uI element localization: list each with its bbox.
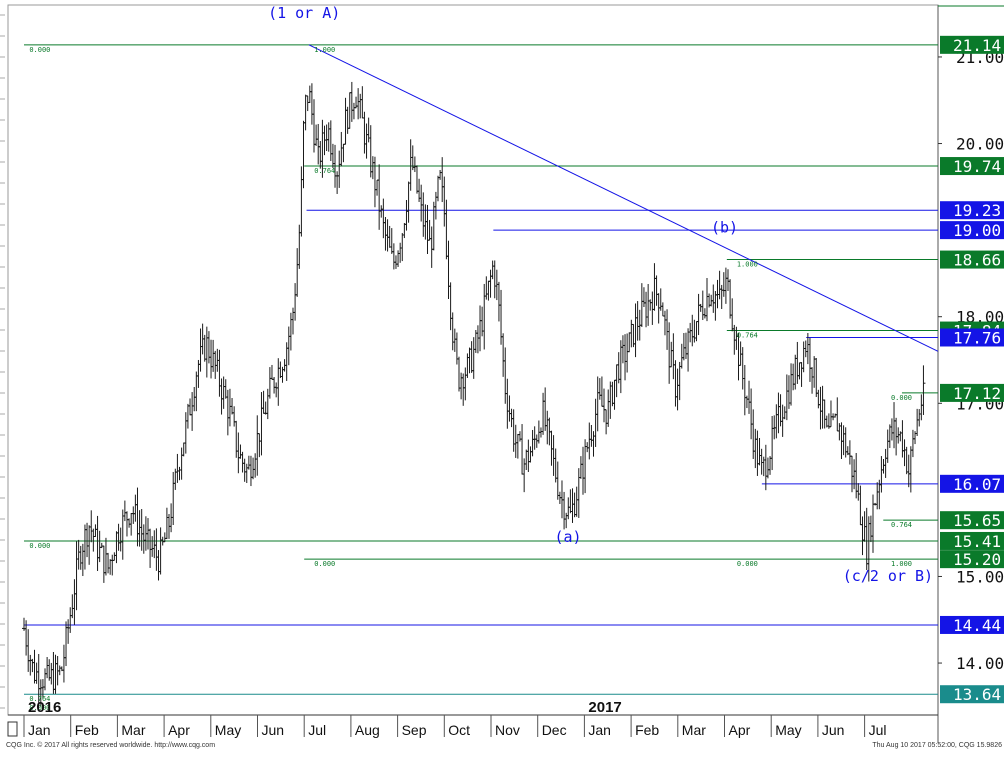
fib-label: 0.764 (737, 332, 758, 340)
fib-label: 0.764 (29, 695, 50, 703)
price-box-bg (940, 511, 1004, 530)
price-box-label: 19.74 (953, 157, 1001, 176)
month-label: Apr (168, 722, 190, 738)
y-tick-label: 20.00 (956, 135, 1004, 154)
month-label: Jun (822, 722, 845, 738)
wave-label: (b) (711, 219, 738, 237)
scroll-box (7, 721, 18, 737)
price-box-label: 14.44 (953, 616, 1001, 635)
price-box-bg (940, 221, 1004, 240)
month-label: Dec (542, 722, 567, 738)
price-box: 13.64 (940, 685, 1004, 704)
time-axis: Jan Feb Mar Apr May Jun Jul Aug Sep Oct Nov Dec Jan F… (7, 699, 938, 738)
price-box: 15.65 (940, 511, 1004, 530)
plot-frame (7, 4, 939, 716)
price-box-label: 18.66 (953, 251, 1001, 270)
price-box: 19.23 (940, 201, 1004, 220)
price-box: 15.41 (940, 531, 1004, 551)
fib-label: 1.000 (891, 560, 912, 568)
price-box-bg (940, 474, 1004, 493)
fib-label: 0.764 (891, 521, 912, 529)
fib-label: 0.000 (29, 704, 50, 712)
month-label: Jul (869, 722, 887, 738)
price-box-label: 15.20 (953, 550, 1001, 569)
month-label: Jun (262, 722, 285, 738)
month-label: Feb (75, 722, 99, 738)
month-label: Jan (28, 722, 51, 738)
price-box-bg (940, 685, 1004, 704)
price-box-bg (940, 615, 1004, 634)
fib-label: 0.000 (314, 560, 335, 568)
price-box-label: 15.65 (953, 511, 1001, 530)
fib-labels: 0.000 1.0000.7641.0000.7640.0000.7640.000… (29, 46, 912, 712)
price-box-bg (940, 157, 1004, 176)
month-label: Mar (682, 722, 706, 738)
fib-label: 0.764 (314, 167, 335, 175)
trendline (308, 44, 939, 352)
y-tick-label: 14.00 (956, 654, 1004, 673)
year-label: 2017 (588, 699, 621, 716)
price-box-bg (940, 35, 1004, 54)
price-box: 19.00 (940, 221, 1004, 240)
wave-label: (a) (555, 528, 582, 546)
price-box-label: 13.64 (953, 685, 1001, 704)
price-box-bg (940, 531, 1004, 550)
plot-background (0, 4, 1004, 743)
price-box: 21.14 (940, 35, 1004, 55)
fib-label: 0.000 (737, 560, 758, 568)
price-box-bg (940, 383, 1004, 402)
price-box: 17.76 (940, 328, 1004, 347)
price-axis: 21.0020.0018.0017.0015.0014.0021.1419.74… (938, 35, 1004, 704)
fib-label: 0.000 (29, 542, 50, 550)
price-box: 15.20 (940, 550, 1004, 569)
price-box-label: 17.76 (953, 328, 1001, 347)
price-box-bg (940, 550, 1004, 569)
price-box: 17.12 (940, 383, 1004, 403)
month-label: Jan (588, 722, 611, 738)
ohlc-bar (921, 365, 926, 415)
fib-label: 0.000 (891, 394, 912, 402)
price-box-bg (940, 328, 1004, 347)
trendline-line (308, 44, 939, 352)
month-label: May (775, 722, 801, 738)
fib-label: 1.000 (314, 46, 335, 54)
month-label: Oct (448, 722, 470, 738)
price-box: 16.07 (940, 474, 1004, 494)
month-label: Jul (308, 722, 326, 738)
price-box-label: 17.12 (953, 384, 1001, 403)
month-label: May (215, 722, 241, 738)
price-box-label: 21.14 (953, 36, 1001, 55)
month-label: Aug (355, 722, 380, 738)
timestamp-footer: Thu Aug 10 2017 05:52:00, CQG 15.9826 (872, 742, 1002, 749)
month-label: Feb (635, 722, 659, 738)
y-tick-label: 15.00 (956, 567, 1004, 586)
price-box: 14.44 (940, 615, 1004, 635)
price-box-label: 15.41 (953, 532, 1001, 551)
copyright-footer: CQG Inc. © 2017 All rights reserved worl… (6, 742, 216, 749)
price-box-bg (940, 250, 1004, 269)
fib-label: 1.000 (737, 261, 758, 269)
year-label: 2016 (28, 699, 61, 716)
price-box-label: 19.23 (953, 201, 1001, 220)
price-box-label: 16.07 (953, 475, 1001, 494)
wave-label: (1 or A) (268, 4, 340, 22)
price-box-bg (940, 201, 1004, 220)
wave-labels: (1 or A) (b) (a) (c/2 or B) (268, 4, 933, 585)
month-label: Nov (495, 722, 520, 738)
ohlc-bars (22, 81, 926, 708)
month-label: Apr (729, 722, 751, 738)
month-label: Sep (402, 722, 427, 738)
price-box: 19.74 (940, 157, 1004, 176)
month-label: Mar (121, 722, 145, 738)
fib-label: 0.000 (29, 46, 50, 54)
wave-label: (c/2 or B) (843, 567, 933, 585)
price-box: 18.66 (940, 250, 1004, 270)
price-box-label: 19.00 (953, 221, 1001, 240)
